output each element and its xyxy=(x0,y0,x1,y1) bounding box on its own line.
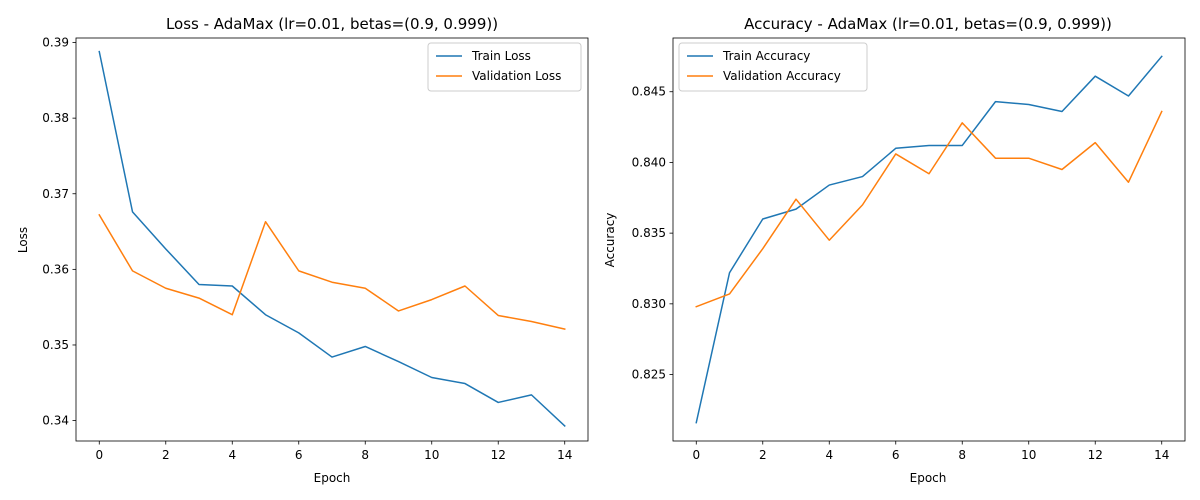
loss-legend-train-label: Train Loss xyxy=(471,49,531,63)
accuracy-x-tick-label: 14 xyxy=(1154,448,1169,462)
accuracy-plot-frame xyxy=(672,37,1186,442)
accuracy-y-tick-label: 0.840 xyxy=(632,155,666,169)
accuracy-x-ticks: 0 2 4 6 8 10 12 14 xyxy=(692,441,1169,462)
loss-lines xyxy=(98,50,566,427)
loss-x-tick-label: 6 xyxy=(295,448,303,462)
loss-legend: Train Loss Validation Loss xyxy=(427,42,582,92)
accuracy-x-tick-label: 10 xyxy=(1021,448,1036,462)
accuracy-x-tick-label: 8 xyxy=(958,448,966,462)
loss-x-tick-label: 8 xyxy=(361,448,369,462)
loss-legend-validation-label: Validation Loss xyxy=(472,69,561,83)
loss-train-line xyxy=(98,50,566,427)
accuracy-y-tick-label: 0.845 xyxy=(632,85,666,99)
accuracy-y-axis-label: Accuracy xyxy=(603,213,617,268)
accuracy-chart: Accuracy - AdaMax (lr=0.01, betas=(0.9, … xyxy=(603,15,1186,485)
accuracy-x-tick-label: 2 xyxy=(759,448,767,462)
loss-x-tick-label: 14 xyxy=(557,448,572,462)
accuracy-validation-line xyxy=(695,110,1163,308)
accuracy-legend-train-label: Train Accuracy xyxy=(722,49,810,63)
loss-x-tick-label: 2 xyxy=(162,448,170,462)
accuracy-lines xyxy=(695,55,1163,424)
loss-x-tick-label: 12 xyxy=(491,448,506,462)
loss-x-ticks: 0 2 4 6 8 10 12 14 xyxy=(95,441,572,462)
accuracy-y-ticks: 0.825 0.830 0.835 0.840 0.845 xyxy=(632,85,673,382)
loss-chart: Loss - AdaMax (lr=0.01, betas=(0.9, 0.99… xyxy=(16,15,589,485)
loss-validation-line xyxy=(98,213,566,330)
accuracy-chart-title: Accuracy - AdaMax (lr=0.01, betas=(0.9, … xyxy=(744,15,1112,33)
loss-y-tick-label: 0.35 xyxy=(42,338,69,352)
loss-plot-frame xyxy=(75,37,589,442)
accuracy-x-tick-label: 4 xyxy=(825,448,833,462)
accuracy-x-tick-label: 12 xyxy=(1088,448,1103,462)
loss-legend-box xyxy=(427,42,582,92)
loss-y-ticks: 0.34 0.35 0.36 0.37 0.38 0.39 xyxy=(42,36,76,428)
accuracy-y-tick-label: 0.835 xyxy=(632,226,666,240)
loss-x-tick-label: 4 xyxy=(228,448,236,462)
loss-y-tick-label: 0.39 xyxy=(42,36,69,50)
accuracy-x-tick-label: 0 xyxy=(692,448,700,462)
loss-y-tick-label: 0.38 xyxy=(42,111,69,125)
loss-y-tick-label: 0.36 xyxy=(42,262,69,276)
loss-y-tick-label: 0.34 xyxy=(42,414,69,428)
accuracy-legend: Train Accuracy Validation Accuracy xyxy=(678,42,868,92)
loss-chart-title: Loss - AdaMax (lr=0.01, betas=(0.9, 0.99… xyxy=(166,15,498,33)
loss-y-axis-label: Loss xyxy=(16,227,30,253)
accuracy-y-tick-label: 0.825 xyxy=(632,368,666,382)
loss-x-tick-label: 10 xyxy=(424,448,439,462)
accuracy-legend-box xyxy=(678,42,868,92)
accuracy-y-tick-label: 0.830 xyxy=(632,297,666,311)
loss-x-axis-label: Epoch xyxy=(314,471,351,485)
accuracy-x-tick-label: 6 xyxy=(892,448,900,462)
loss-y-tick-label: 0.37 xyxy=(42,187,69,201)
accuracy-x-axis-label: Epoch xyxy=(910,471,947,485)
accuracy-legend-validation-label: Validation Accuracy xyxy=(723,69,841,83)
loss-x-tick-label: 0 xyxy=(95,448,103,462)
accuracy-train-line xyxy=(695,55,1163,424)
